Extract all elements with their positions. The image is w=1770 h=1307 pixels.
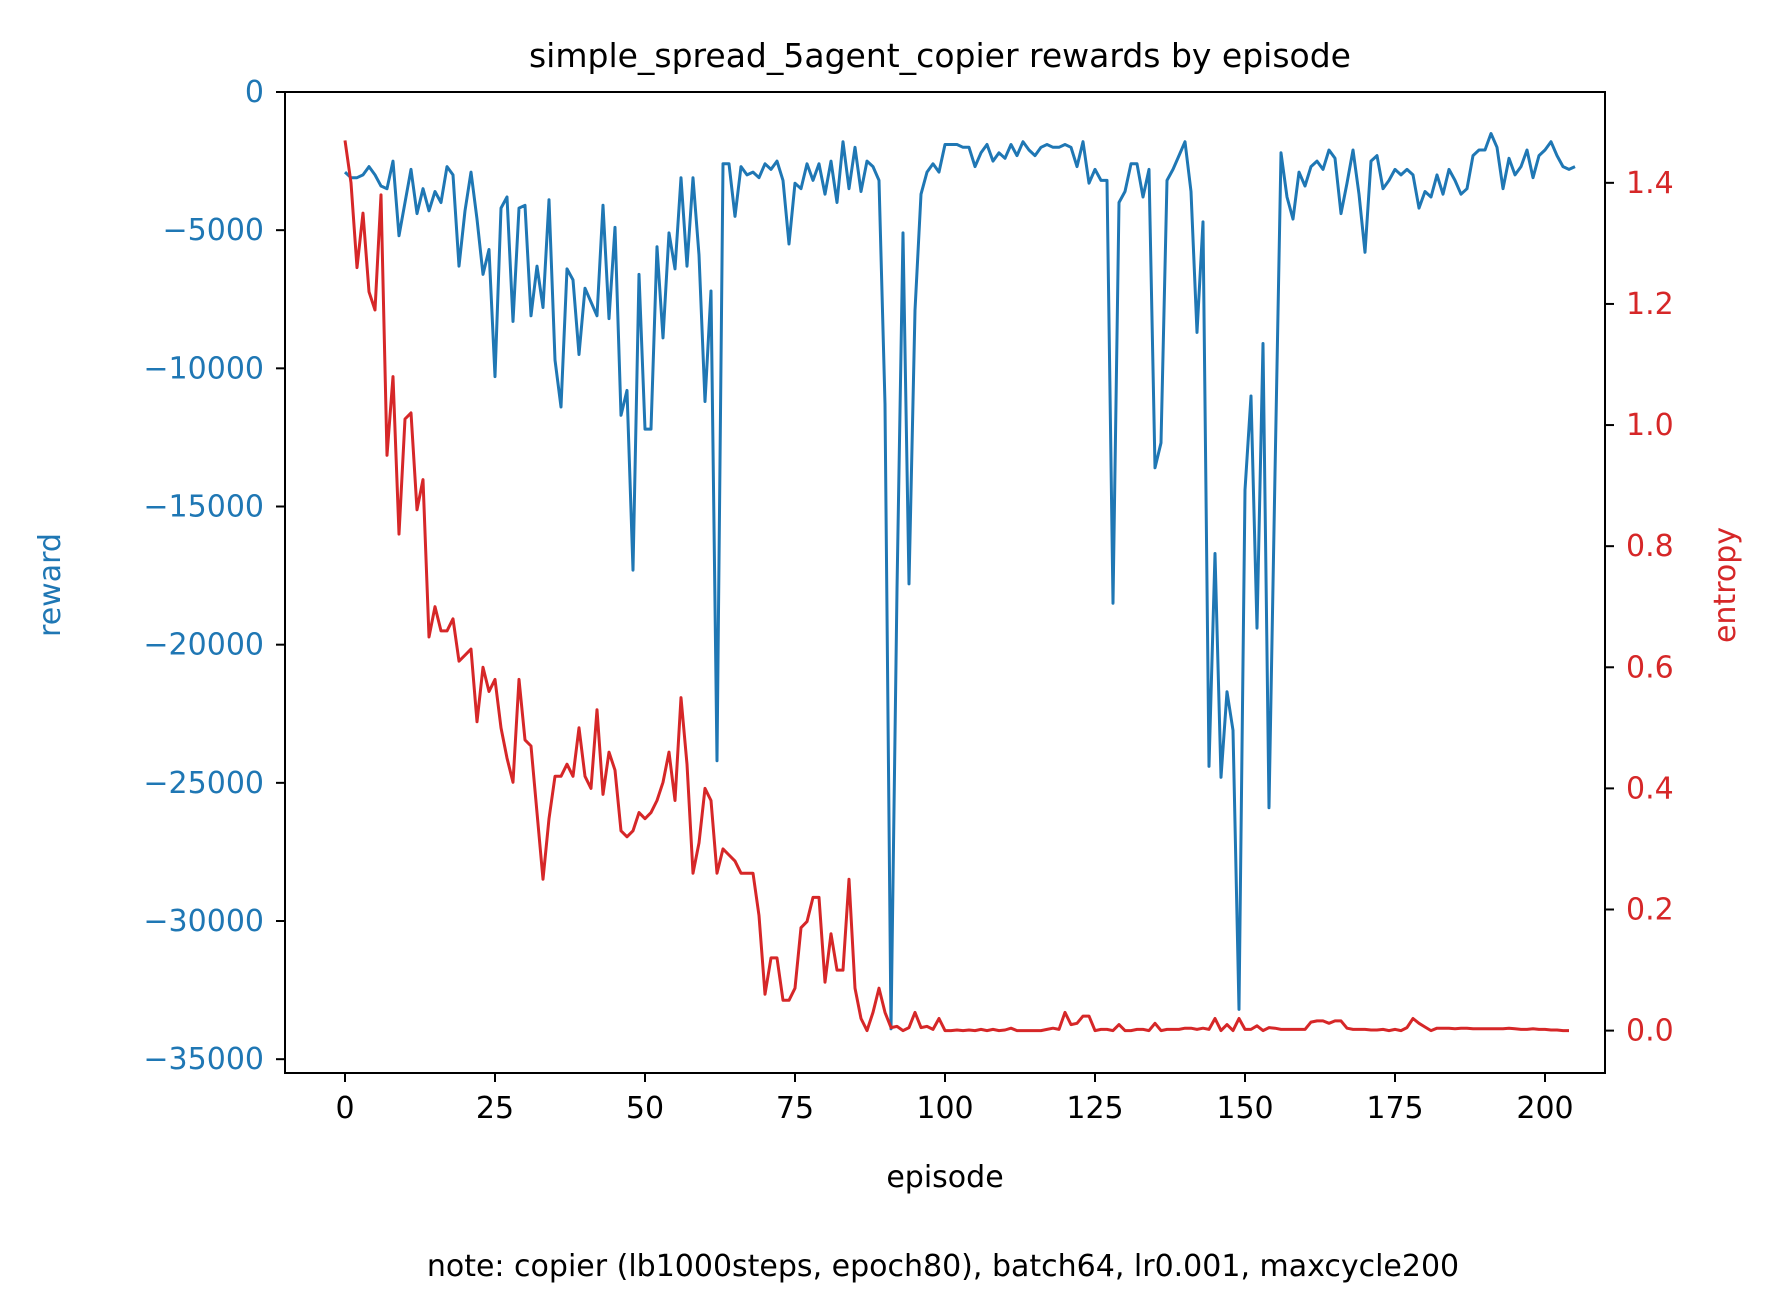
- x-axis-ticks: 0 25 50 75 100 125 150 175 200: [335, 1073, 1574, 1126]
- left-tick-label: −15000: [143, 490, 264, 525]
- entropy-series-line: [343, 140, 1569, 1033]
- right-tick-label: 1.4: [1626, 166, 1674, 201]
- right-tick-label: 0.8: [1626, 529, 1674, 564]
- left-tick-label: −5000: [163, 213, 264, 248]
- x-tick-label: 50: [626, 1091, 664, 1126]
- x-tick-label: 75: [776, 1091, 814, 1126]
- reward-series-line: [343, 132, 1576, 1031]
- left-axis-ticks: 0 −5000 −10000 −15000 −20000 −25000 −30000 −350…: [143, 75, 285, 1077]
- right-tick-label: 0.0: [1626, 1014, 1674, 1049]
- right-axis-ticks: 0.0 0.2 0.4 0.6 0.8 1.0 1.2 1.4: [1605, 166, 1674, 1049]
- x-tick-label: 25: [476, 1091, 514, 1126]
- right-tick-label: 1.0: [1626, 408, 1674, 443]
- x-tick-label: 0: [335, 1091, 354, 1126]
- x-tick-label: 125: [1066, 1091, 1123, 1126]
- right-tick-label: 0.4: [1626, 771, 1674, 806]
- left-tick-label: −30000: [143, 904, 264, 939]
- x-tick-label: 150: [1216, 1091, 1273, 1126]
- left-tick-label: −25000: [143, 766, 264, 801]
- x-tick-label: 100: [916, 1091, 973, 1126]
- right-tick-label: 0.6: [1626, 650, 1674, 685]
- left-tick-label: −10000: [143, 351, 264, 386]
- right-axis-label: entropy: [1708, 527, 1743, 643]
- chart-title: simple_spread_5agent_copier rewards by e…: [529, 36, 1351, 75]
- series-layer: [343, 132, 1576, 1033]
- footnote: note: copier (lb1000steps, epoch80), bat…: [427, 1249, 1459, 1284]
- right-tick-label: 0.2: [1626, 893, 1674, 928]
- left-tick-label: 0: [245, 75, 264, 110]
- left-axis-label: reward: [33, 533, 68, 637]
- x-tick-label: 175: [1366, 1091, 1423, 1126]
- left-tick-label: −35000: [143, 1042, 264, 1077]
- x-tick-label: 200: [1516, 1091, 1573, 1126]
- x-axis-label: episode: [886, 1160, 1003, 1195]
- right-tick-label: 1.2: [1626, 287, 1674, 322]
- left-tick-label: −20000: [143, 628, 264, 663]
